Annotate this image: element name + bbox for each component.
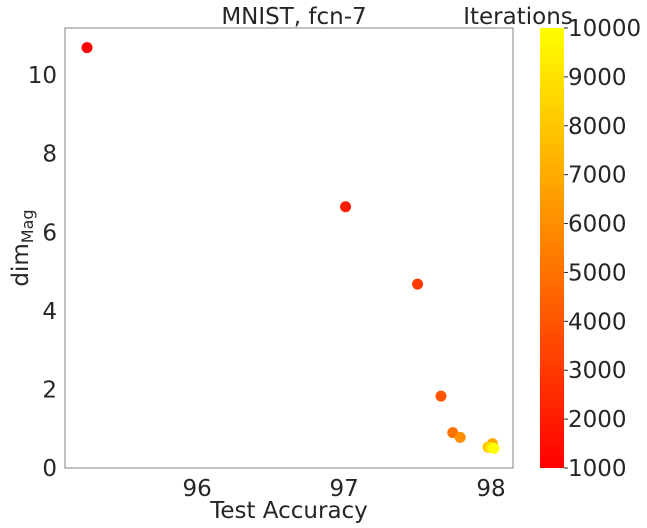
y-tick-label: 10 (28, 63, 57, 89)
x-tick-label: 97 (329, 476, 358, 502)
y-axis-label: dimMag (8, 209, 37, 286)
colorbar (540, 28, 564, 468)
x-axis-ticks: 96 97 98 (183, 476, 506, 502)
data-point (435, 390, 447, 402)
plot-area-frame (64, 27, 514, 469)
colorbar-tick-label: 8000 (568, 114, 627, 140)
colorbar-tick-label: 6000 (568, 212, 627, 238)
colorbar-tick-label: 7000 (568, 163, 627, 189)
colorbar-tick-label: 5000 (568, 260, 627, 286)
data-point (340, 201, 352, 213)
y-tick-label: 6 (42, 220, 57, 246)
colorbar-tick-label: 10000 (568, 16, 641, 42)
y-tick-label: 2 (42, 377, 57, 403)
y-axis-label-sub: Mag (18, 209, 37, 243)
y-axis-ticks: 0 2 4 6 8 10 (28, 63, 57, 482)
data-point (454, 431, 466, 443)
chart-title: MNIST, fcn-7 (221, 4, 366, 30)
x-axis-label: Test Accuracy (209, 498, 368, 524)
colorbar-tick-label: 9000 (568, 65, 627, 91)
y-tick-label: 0 (42, 456, 57, 482)
x-tick-label: 98 (476, 476, 505, 502)
y-tick-label: 4 (42, 299, 57, 325)
colorbar-tick-label: 4000 (568, 309, 627, 335)
data-point (412, 278, 424, 290)
colorbar-tick-label: 1000 (568, 456, 627, 482)
y-tick-label: 8 (42, 142, 57, 168)
data-point (488, 442, 500, 454)
colorbar-label: Iterations (463, 4, 573, 30)
colorbar-tick-label: 2000 (568, 407, 627, 433)
x-tick-label: 96 (183, 476, 212, 502)
data-point (81, 42, 93, 54)
data-points (81, 42, 500, 454)
colorbar-tick-label: 3000 (568, 358, 627, 384)
y-axis-label-main: dim (8, 243, 34, 286)
colorbar-ticks: 1000 2000 3000 4000 5000 6000 7000 8000 9000 1000… (564, 16, 641, 482)
